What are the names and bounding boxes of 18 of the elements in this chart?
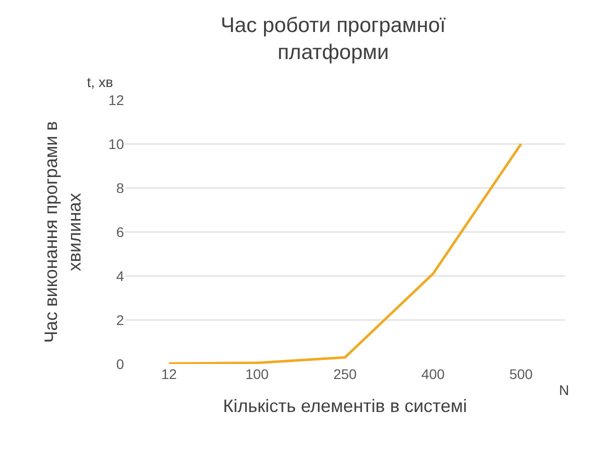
y-tick-label: 8: [116, 180, 124, 196]
y-axis-title: Час виконання програми в хвилинах: [41, 121, 85, 343]
x-axis-title: Кількість елементів в системі: [223, 396, 467, 416]
y-tick-label: 4: [116, 268, 124, 284]
y-tick-label: 6: [116, 224, 124, 240]
x-tick-label: 100: [245, 366, 269, 382]
text: t, хв: [87, 74, 114, 90]
chart-title: Час роботи програмної платформи: [220, 14, 446, 64]
x-tick-label: 400: [421, 366, 445, 382]
line-series: [168, 142, 522, 364]
y-tick-label: 2: [116, 312, 124, 328]
x-tick-label: 250: [333, 366, 357, 382]
x-tick-label: 12: [161, 366, 177, 382]
x-tick-label: 500: [509, 366, 533, 382]
text: N: [559, 382, 570, 398]
y-tick-label: 12: [108, 92, 124, 108]
y-tick-label: 0: [116, 356, 124, 372]
y-tick-label: 10: [108, 136, 124, 152]
